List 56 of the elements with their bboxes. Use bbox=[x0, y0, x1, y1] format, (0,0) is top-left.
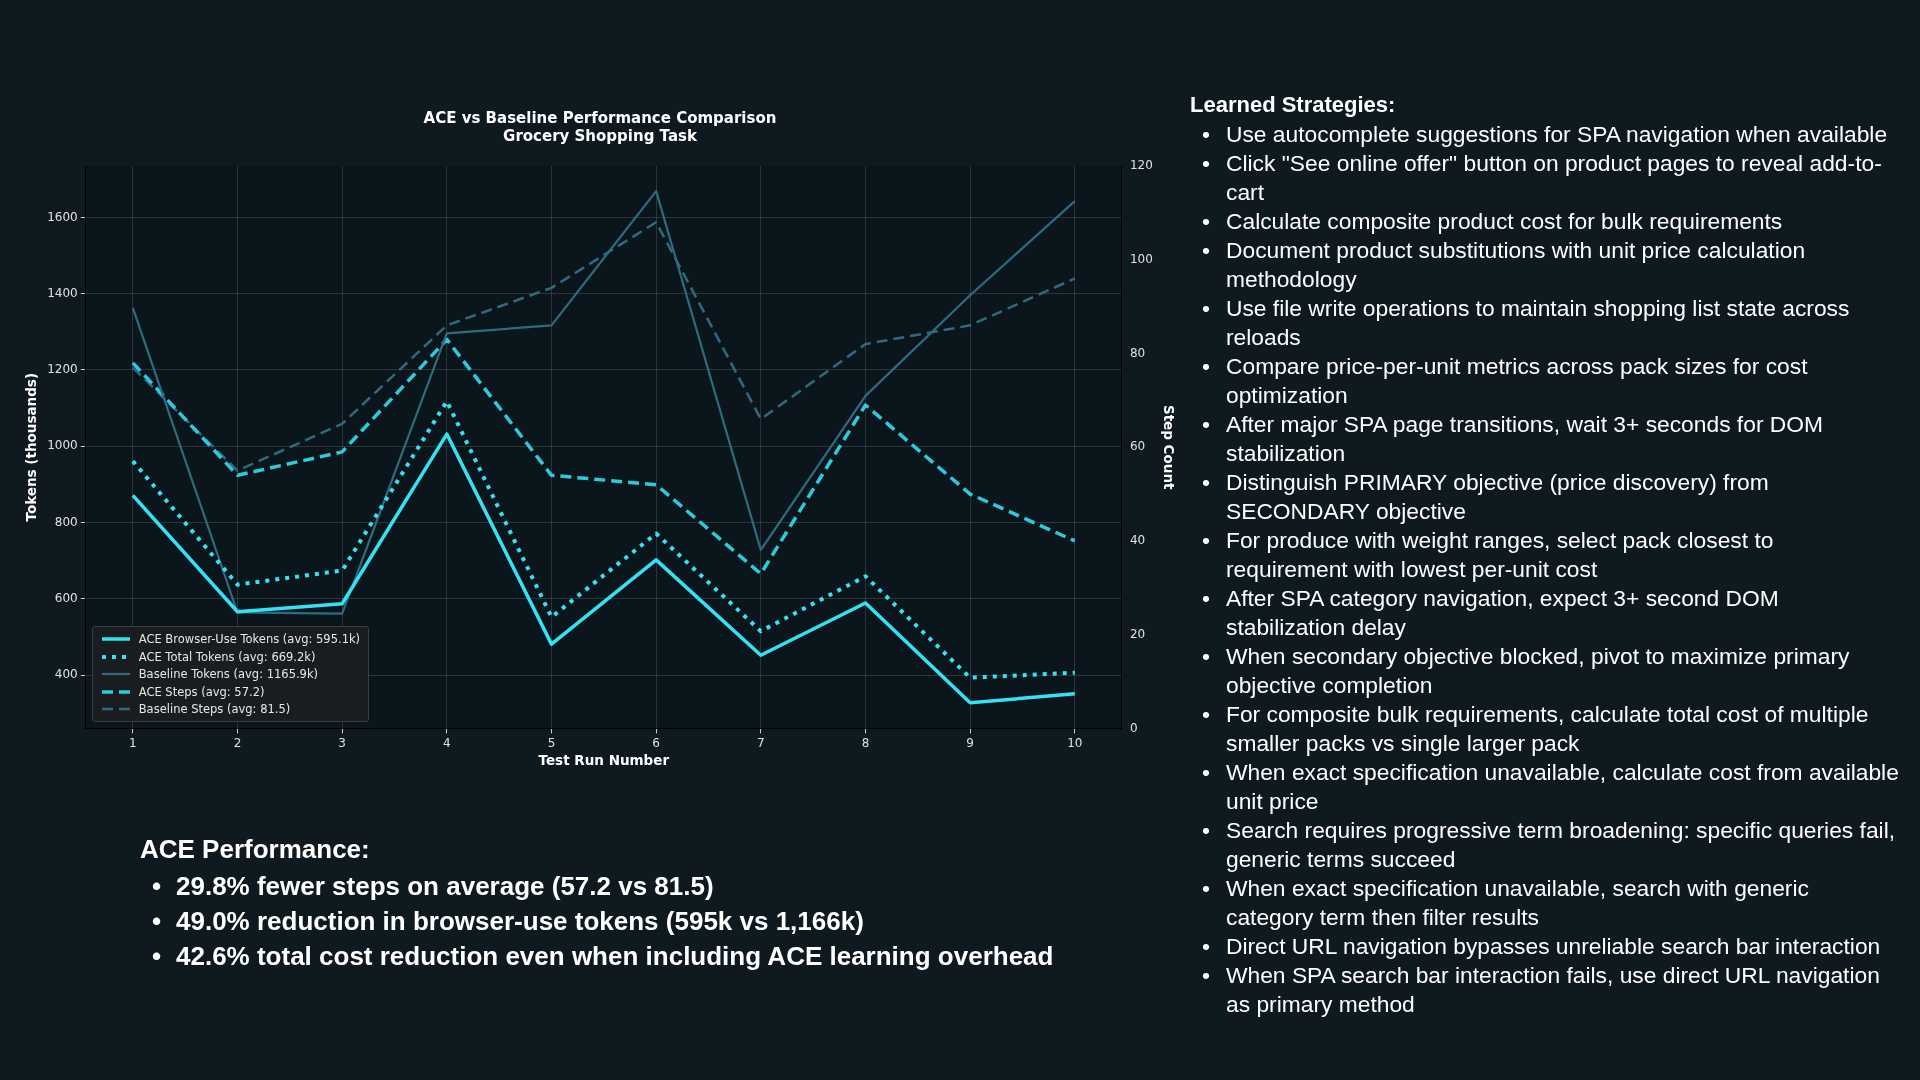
y2-tick-label: 60 bbox=[1129, 439, 1146, 454]
y-tick-label: 1200 bbox=[47, 362, 78, 377]
x-tick-label: 6 bbox=[652, 735, 660, 750]
text: • Search requires progressive term broadening: specific queries fail, generic terms succeed bbox=[1201, 816, 1897, 874]
text: • Use autocomplete suggestions for SPA navigation when available bbox=[1201, 120, 1889, 149]
x-tick-label: 10 bbox=[1067, 735, 1083, 750]
text: • When exact specification unavailable, search with generic category term then filter results bbox=[1201, 874, 1810, 932]
text: • 49.0% reduction in browser-use tokens (595k vs 1,166k) bbox=[151, 905, 865, 938]
legend-label: ACE Total Tokens (avg: 669.2k) bbox=[138, 649, 316, 664]
y2-axis-title: Step Count bbox=[1161, 404, 1178, 491]
y-tick-label: 1400 bbox=[47, 285, 78, 300]
y-tick-label: 800 bbox=[54, 514, 78, 529]
text: • After SPA category navigation, expect 3+ second DOM stabilization delay bbox=[1201, 584, 1780, 642]
y2-tick-label: 120 bbox=[1129, 158, 1153, 173]
x-tick-label: 3 bbox=[338, 735, 346, 750]
x-tick-label: 7 bbox=[756, 735, 765, 750]
text: • When exact specification unavailable, calculate cost from available unit price bbox=[1201, 758, 1900, 816]
text: • Direct URL navigation bypasses unreliable search bar interaction bbox=[1201, 932, 1882, 961]
legend-label: Baseline Tokens (avg: 1165.9k) bbox=[138, 667, 319, 682]
chart-title: ACE vs Baseline Performance Comparison Grocery Shopping Task bbox=[423, 108, 777, 145]
text: ACE Performance: bbox=[140, 834, 371, 865]
text: • Document product substitutions with unit price calculation methodology bbox=[1201, 236, 1807, 294]
text: • For composite bulk requirements, calculate total cost of multiple smaller packs vs single larger pack bbox=[1201, 700, 1870, 758]
x-tick-label: 8 bbox=[861, 735, 870, 750]
text: • 42.6% total cost reduction even when including ACE learning overhead bbox=[151, 940, 1054, 973]
legend-label: ACE Steps (avg: 57.2) bbox=[138, 684, 265, 699]
text: • Distinguish PRIMARY objective (price discovery) from SECONDARY objective bbox=[1201, 468, 1770, 526]
text: • Use file write operations to maintain shopping list state across reloads bbox=[1201, 294, 1851, 352]
text: • For produce with weight ranges, select pack closest to requirement with lowest per-unit cost bbox=[1201, 526, 1775, 584]
text: • Click "See online offer" button on product pages to reveal add-to-cart bbox=[1201, 149, 1883, 207]
x-tick-label: 9 bbox=[966, 735, 974, 750]
y-tick-label: 1000 bbox=[47, 438, 78, 453]
y2-tick-label: 40 bbox=[1129, 533, 1146, 548]
x-axis-title: Test Run Number bbox=[538, 752, 670, 769]
text: • When SPA search bar interaction fails, use direct URL navigation as primary method bbox=[1201, 961, 1881, 1019]
x-tick-label: 5 bbox=[547, 735, 556, 750]
text: • Compare price-per-unit metrics across pack sizes for cost optimization bbox=[1201, 352, 1809, 410]
line-series bbox=[131, 337, 1077, 576]
x-tick-label: 1 bbox=[129, 735, 137, 750]
x-tick-label: 4 bbox=[443, 735, 451, 750]
text: • Calculate composite product cost for bulk requirements bbox=[1201, 207, 1784, 236]
x-tick-label: 2 bbox=[233, 735, 242, 750]
text: • After major SPA page transitions, wait 3+ seconds for DOM stabilization bbox=[1201, 410, 1824, 468]
text: Learned Strategies: bbox=[1190, 92, 1397, 118]
y2-tick-label: 100 bbox=[1129, 251, 1153, 266]
y-tick-label: 600 bbox=[54, 590, 78, 605]
y2-tick-label: 20 bbox=[1129, 626, 1146, 641]
y-tick-label: 1600 bbox=[47, 209, 78, 224]
text: • 29.8% fewer steps on average (57.2 vs 81.5) bbox=[151, 870, 715, 903]
y2-tick-label: 0 bbox=[1129, 720, 1138, 735]
text: • When secondary objective blocked, pivot to maximize primary objective completion bbox=[1201, 642, 1851, 700]
y-tick-label: 400 bbox=[54, 667, 78, 682]
legend-label: Baseline Steps (avg: 81.5) bbox=[138, 702, 291, 717]
legend-label: ACE Browser-Use Tokens (avg: 595.1k) bbox=[138, 632, 361, 647]
y-axis-title: Tokens (thousands) bbox=[22, 372, 39, 522]
y2-tick-label: 80 bbox=[1129, 345, 1146, 360]
